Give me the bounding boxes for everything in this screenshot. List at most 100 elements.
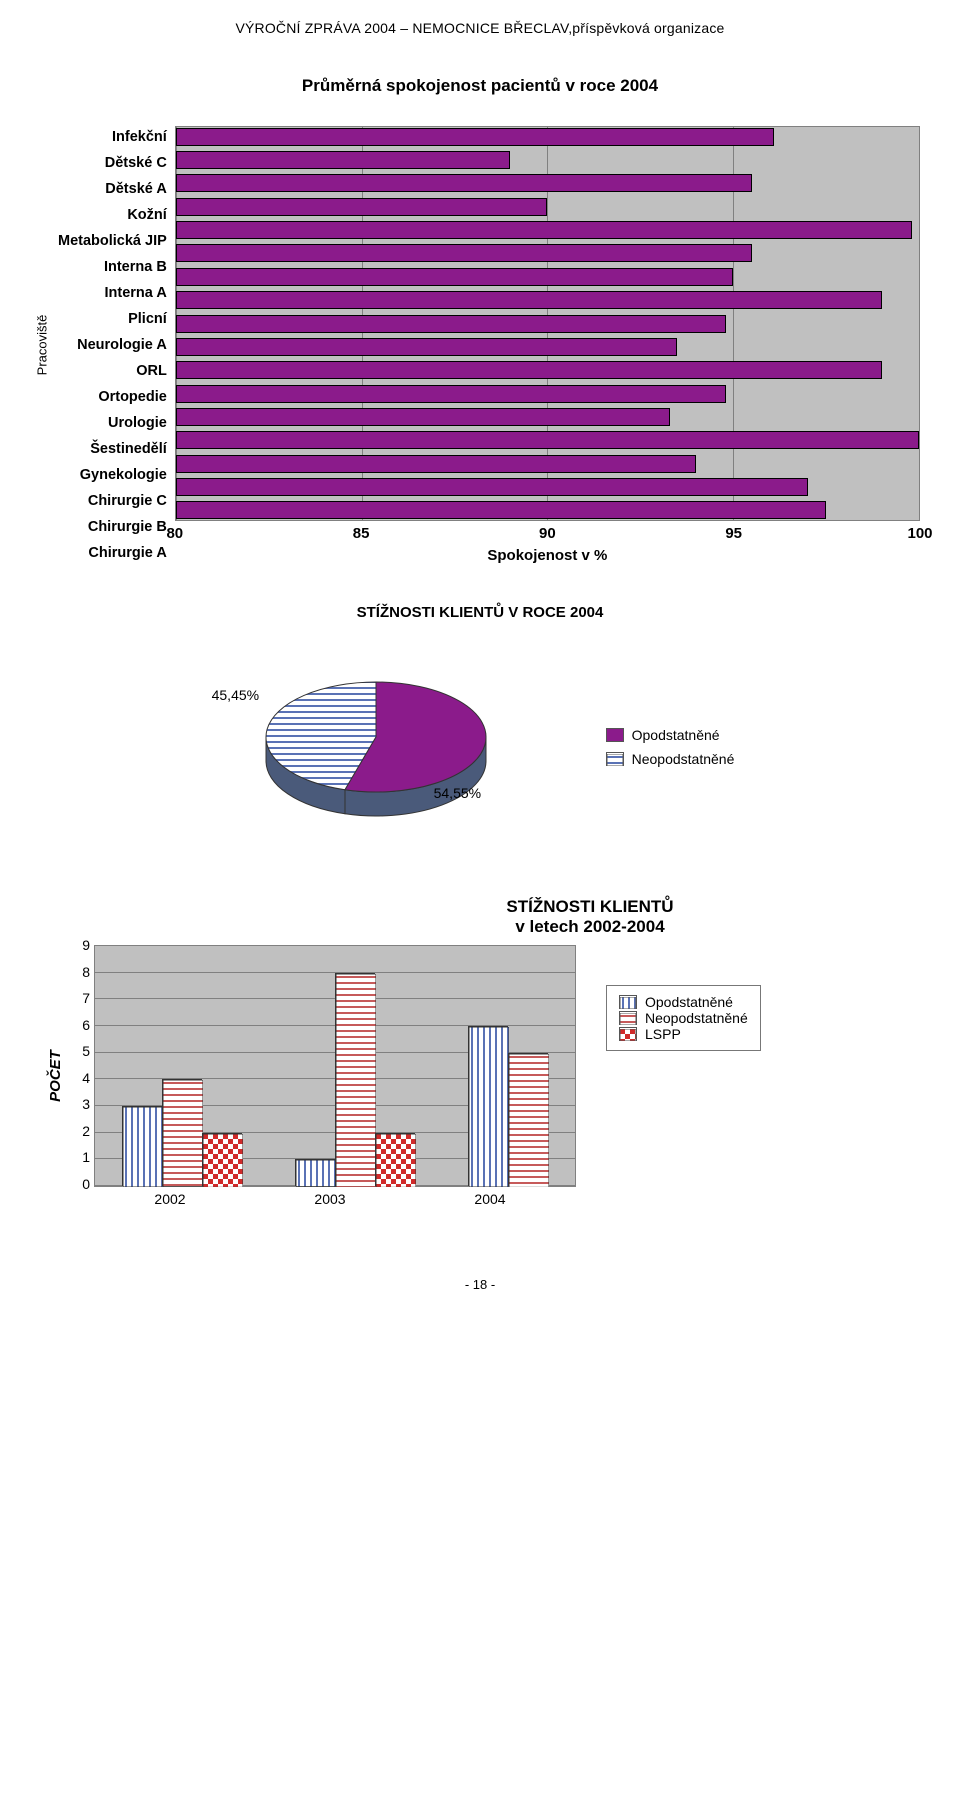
page-number: - 18 -	[40, 1277, 920, 1292]
cluster-xtick: 2004	[474, 1191, 505, 1207]
bar	[176, 501, 826, 519]
bar	[176, 174, 752, 192]
bar-category-label: Gynekologie	[58, 464, 167, 486]
pie-chart-title: STÍŽNOSTI KLIENTŮ V ROCE 2004	[40, 604, 920, 621]
cluster-chart-yticks: 9876543210	[70, 945, 94, 1185]
legend-label: Neopodstatněné	[645, 1010, 748, 1026]
legend-item: Neopodstatněné	[619, 1010, 748, 1026]
bar-row	[176, 454, 919, 473]
bar-category-label: Chirurgie B	[58, 516, 167, 538]
bar-category-label: Šestinedělí	[58, 438, 167, 460]
cluster-bar	[375, 1133, 415, 1186]
bar	[176, 455, 696, 473]
cluster-chart: POČET 9876543210 200220032004 Opodstatně…	[40, 945, 920, 1207]
bar-category-label: Plicní	[58, 308, 167, 330]
legend-item-opodstatnene: Opodstatněné	[606, 727, 735, 743]
legend-swatch	[619, 1011, 637, 1025]
bar-chart-plot	[175, 126, 920, 521]
bar-category-label: Urologie	[58, 412, 167, 434]
cluster-bar	[295, 1159, 335, 1186]
bar-xtick: 100	[907, 525, 932, 542]
legend-label: Opodstatněné	[632, 727, 720, 743]
bar-row	[176, 407, 919, 426]
bar-row	[176, 477, 919, 496]
bar-chart-category-labels: InfekčníDětské CDětské AKožníMetabolická…	[58, 126, 175, 564]
bar-row	[176, 174, 919, 193]
bar-category-label: Dětské C	[58, 152, 167, 174]
bar-category-label: Neurologie A	[58, 334, 167, 356]
bar-category-label: Dětské A	[58, 178, 167, 200]
legend-item: Opodstatněné	[619, 994, 748, 1010]
bar	[176, 338, 678, 356]
legend-swatch	[606, 752, 624, 766]
cluster-xtick: 2003	[314, 1191, 345, 1207]
pie-chart-row: 45,45% 54,55% Opodstatněné Neopodstatněn…	[40, 667, 920, 827]
legend-label: Neopodstatněné	[632, 751, 735, 767]
bar-row	[176, 431, 919, 450]
document-header: VÝROČNÍ ZPRÁVA 2004 – NEMOCNICE BŘECLAV,…	[40, 20, 920, 36]
legend-label: LSPP	[645, 1026, 681, 1042]
cluster-chart-ylabel: POČET	[47, 1050, 64, 1102]
cluster-bar	[122, 1106, 162, 1186]
bar-row	[176, 150, 919, 169]
bar-chart-xlabel: Spokojenost v %	[175, 547, 920, 564]
legend-swatch	[606, 728, 624, 742]
cluster-chart-left: POČET 9876543210 200220032004	[40, 945, 576, 1207]
bar-chart-plot-wrap: 80859095100 Spokojenost v %	[175, 126, 920, 564]
cluster-bar	[468, 1026, 508, 1186]
bar	[176, 151, 510, 169]
bar-chart-rows	[176, 127, 919, 520]
bar-xtick: 80	[166, 525, 183, 542]
bar	[176, 315, 726, 333]
pie-slice-label-neopodstatnene: 45,45%	[212, 687, 259, 703]
bar-category-label: Interna A	[58, 282, 167, 304]
cluster-chart-yaxis: POČET	[40, 945, 70, 1207]
bar	[176, 361, 882, 379]
bar-row	[176, 244, 919, 263]
bar-row	[176, 220, 919, 239]
bar	[176, 221, 912, 239]
bar-chart-ylabel: Pracoviště	[34, 315, 49, 376]
cluster-bar	[162, 1079, 202, 1186]
cluster-chart-legend: OpodstatněnéNeopodstatněnéLSPP	[606, 985, 761, 1051]
bar-row	[176, 291, 919, 310]
bar	[176, 268, 733, 286]
pie-chart: 45,45% 54,55%	[216, 667, 536, 827]
legend-item: LSPP	[619, 1026, 748, 1042]
cluster-bar	[508, 1053, 548, 1186]
bar	[176, 198, 548, 216]
bar-category-label: Infekční	[58, 126, 167, 148]
bar-row	[176, 384, 919, 403]
bar-row	[176, 197, 919, 216]
cluster-group	[122, 1079, 242, 1186]
bar-chart-yaxis: Pracoviště	[40, 126, 58, 564]
bar-row	[176, 314, 919, 333]
cluster-group	[468, 1026, 548, 1186]
cluster-chart-groups	[95, 946, 575, 1186]
pie-chart-section: STÍŽNOSTI KLIENTŮ V ROCE 2004 45,45% 54,…	[40, 604, 920, 827]
bar-category-label: ORL	[58, 360, 167, 382]
bar	[176, 244, 752, 262]
bar-row	[176, 501, 919, 520]
bar-row	[176, 267, 919, 286]
cluster-group	[295, 973, 415, 1186]
bar-category-label: Metabolická JIP	[58, 230, 167, 252]
cluster-chart-plot	[94, 945, 576, 1187]
cluster-bar	[202, 1133, 242, 1186]
bar	[176, 128, 774, 146]
bar-row	[176, 337, 919, 356]
legend-swatch	[619, 1027, 637, 1041]
cluster-chart-xticks: 200220032004	[90, 1191, 570, 1207]
cluster-bar	[335, 973, 375, 1186]
bar	[176, 408, 670, 426]
bar-chart-xticks: 80859095100	[175, 523, 920, 545]
cluster-chart-title: STÍŽNOSTI KLIENTŮ v letech 2002-2004	[260, 897, 920, 937]
bar	[176, 478, 808, 496]
page: VÝROČNÍ ZPRÁVA 2004 – NEMOCNICE BŘECLAV,…	[0, 0, 960, 1332]
bar-row	[176, 361, 919, 380]
bar-chart-title: Průměrná spokojenost pacientů v roce 200…	[40, 76, 920, 96]
legend-item-neopodstatnene: Neopodstatněné	[606, 751, 735, 767]
bar-category-label: Chirurgie C	[58, 490, 167, 512]
bar-category-label: Chirurgie A	[58, 542, 167, 564]
legend-swatch	[619, 995, 637, 1009]
